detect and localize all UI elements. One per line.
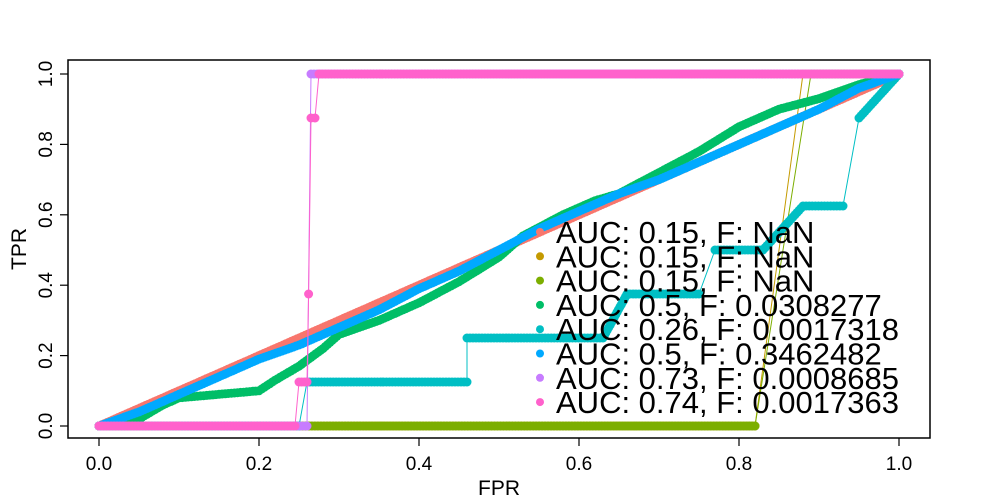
legend-entry: AUC: 0.5, F: 0.3462482 [556, 337, 882, 372]
data-point [310, 113, 320, 123]
legend-entry: AUC: 0.15, F: NaN [556, 215, 814, 250]
y-tick-label: 0.8 [36, 131, 57, 157]
legend-entry: AUC: 0.15, F: NaN [556, 239, 814, 274]
y-axis: 0.0 0.2 0.4 0.6 0.8 1.0 [36, 61, 68, 439]
legend-marker [536, 300, 544, 309]
legend-marker [536, 349, 544, 358]
legend-marker [536, 373, 544, 382]
plot-frame [67, 59, 931, 439]
x-axis-label: FPR [478, 477, 520, 500]
data-point [694, 289, 704, 299]
y-axis-label: TPR [8, 228, 31, 270]
data-point [302, 421, 312, 431]
series-8 [94, 69, 904, 431]
y-tick-label: 0.6 [36, 202, 57, 228]
data-point [838, 201, 848, 211]
legend-marker [536, 228, 544, 236]
legend-entry: AUC: 0.74, F: 0.0017363 [556, 385, 899, 420]
data-point [302, 377, 312, 387]
legend-entry: AUC: 0.15, F: NaN [556, 264, 814, 299]
legend-entry: AUC: 0.73, F: 0.0008685 [556, 361, 899, 396]
data-point [304, 289, 314, 299]
x-tick-label: 0.2 [246, 454, 272, 475]
y-tick-label: 0.2 [36, 342, 57, 368]
data-point [894, 69, 904, 79]
series-layer [94, 69, 904, 431]
x-axis: 0.0 0.2 0.4 0.6 0.8 1.0 [86, 438, 912, 475]
legend-marker [536, 252, 544, 261]
legend-marker [536, 398, 544, 407]
y-tick-label: 0.0 [36, 413, 57, 439]
legend-marker [536, 325, 544, 334]
y-tick-label: 1.0 [36, 61, 57, 87]
series-6 [94, 69, 904, 431]
legend-entry: AUC: 0.26, F: 0.0017318 [556, 312, 899, 347]
x-tick-label: 0.6 [566, 454, 592, 475]
x-tick-label: 0.4 [406, 454, 433, 475]
x-tick-label: 0.8 [726, 454, 752, 475]
series-5 [94, 69, 904, 431]
data-point [290, 421, 300, 431]
x-tick-label: 1.0 [886, 454, 912, 475]
data-point [750, 421, 760, 431]
series-3 [94, 69, 904, 431]
data-point [462, 377, 472, 387]
y-tick-label: 0.4 [36, 272, 57, 299]
legend-entry: AUC: 0.5, F: 0.0308277 [556, 288, 882, 323]
legend-marker [536, 276, 544, 285]
x-tick-label: 0.0 [86, 454, 112, 475]
